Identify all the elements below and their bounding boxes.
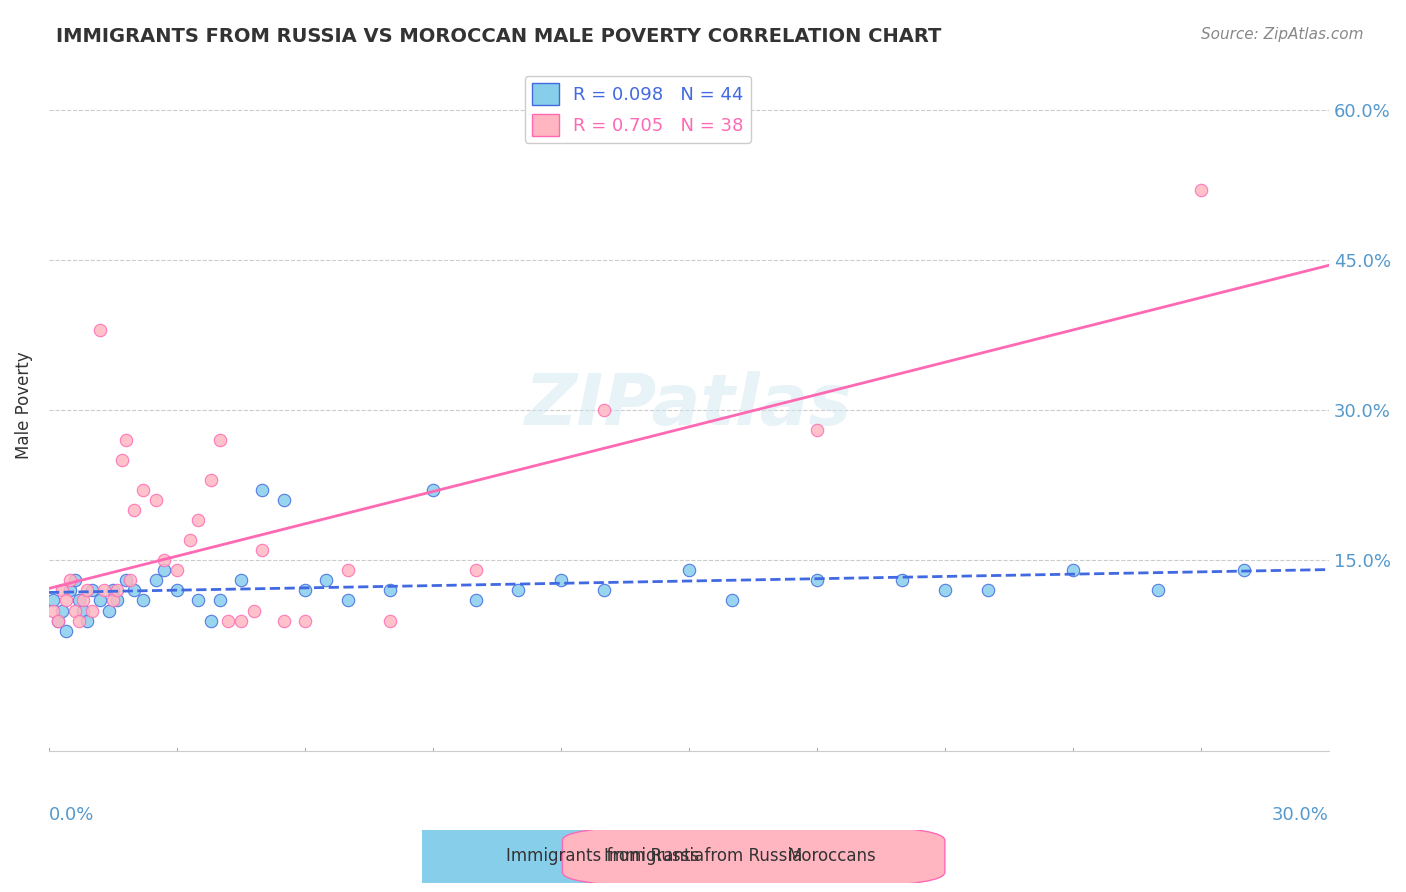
Text: Source: ZipAtlas.com: Source: ZipAtlas.com xyxy=(1201,27,1364,42)
Legend: R = 0.098   N = 44, R = 0.705   N = 38: R = 0.098 N = 44, R = 0.705 N = 38 xyxy=(524,76,751,143)
Point xyxy=(72,593,94,607)
Point xyxy=(166,564,188,578)
Point xyxy=(132,483,155,498)
Point xyxy=(720,593,742,607)
Point xyxy=(55,624,77,638)
Point xyxy=(592,403,614,417)
Point xyxy=(89,323,111,337)
Point xyxy=(89,593,111,607)
Point xyxy=(145,493,167,508)
Point xyxy=(200,614,222,628)
Point xyxy=(97,603,120,617)
Text: Moroccans: Moroccans xyxy=(787,847,876,865)
Point xyxy=(187,513,209,527)
Point xyxy=(1189,183,1212,197)
Point xyxy=(118,574,141,588)
Point xyxy=(42,593,65,607)
Point xyxy=(678,564,700,578)
Point xyxy=(59,583,82,598)
Text: 30.0%: 30.0% xyxy=(1272,805,1329,824)
Point xyxy=(208,434,231,448)
Text: Immigrants from Russia: Immigrants from Russia xyxy=(605,847,801,865)
FancyBboxPatch shape xyxy=(562,824,945,888)
Point xyxy=(46,614,69,628)
Point xyxy=(380,614,402,628)
Text: 0.0%: 0.0% xyxy=(49,805,94,824)
Point xyxy=(55,593,77,607)
Point xyxy=(93,583,115,598)
Point xyxy=(934,583,956,598)
Point xyxy=(294,583,316,598)
Point xyxy=(464,564,486,578)
Point xyxy=(67,593,90,607)
Point xyxy=(1233,564,1256,578)
Point xyxy=(200,473,222,487)
Point xyxy=(72,603,94,617)
Point xyxy=(315,574,337,588)
Point xyxy=(51,583,73,598)
Point xyxy=(179,533,201,548)
Point xyxy=(153,564,176,578)
Point xyxy=(46,614,69,628)
Point xyxy=(124,583,146,598)
Point xyxy=(105,583,128,598)
Point xyxy=(67,614,90,628)
Point xyxy=(891,574,914,588)
Point xyxy=(1062,564,1084,578)
Point xyxy=(114,574,136,588)
Point xyxy=(105,593,128,607)
Point xyxy=(110,453,132,467)
Point xyxy=(166,583,188,598)
Point xyxy=(252,543,274,558)
Point xyxy=(976,583,998,598)
Point xyxy=(464,593,486,607)
Point xyxy=(273,614,295,628)
Point xyxy=(59,574,82,588)
Point xyxy=(114,434,136,448)
Point xyxy=(76,583,98,598)
Point xyxy=(508,583,530,598)
Point xyxy=(187,593,209,607)
Point xyxy=(273,493,295,508)
Point xyxy=(380,583,402,598)
Point xyxy=(208,593,231,607)
Point xyxy=(153,553,176,567)
Point xyxy=(806,423,828,437)
Point xyxy=(592,583,614,598)
Point xyxy=(294,614,316,628)
Text: ZIPatlas: ZIPatlas xyxy=(526,371,852,440)
Point xyxy=(1147,583,1170,598)
Point xyxy=(80,603,103,617)
Point xyxy=(101,593,124,607)
Point xyxy=(550,574,572,588)
Point xyxy=(132,593,155,607)
Point xyxy=(42,603,65,617)
Point xyxy=(145,574,167,588)
Point xyxy=(229,574,252,588)
Point xyxy=(229,614,252,628)
Point xyxy=(76,614,98,628)
Point xyxy=(217,614,239,628)
Point xyxy=(252,483,274,498)
Point xyxy=(242,603,264,617)
Text: IMMIGRANTS FROM RUSSIA VS MOROCCAN MALE POVERTY CORRELATION CHART: IMMIGRANTS FROM RUSSIA VS MOROCCAN MALE … xyxy=(56,27,942,45)
FancyBboxPatch shape xyxy=(281,824,664,888)
Point xyxy=(336,593,359,607)
Point xyxy=(124,503,146,517)
Point xyxy=(63,574,86,588)
Point xyxy=(806,574,828,588)
Point xyxy=(422,483,444,498)
Point xyxy=(336,564,359,578)
Point xyxy=(63,603,86,617)
Point xyxy=(51,603,73,617)
Point xyxy=(80,583,103,598)
Text: Immigrants from Russia: Immigrants from Russia xyxy=(506,847,704,865)
Point xyxy=(101,583,124,598)
Y-axis label: Male Poverty: Male Poverty xyxy=(15,351,32,459)
